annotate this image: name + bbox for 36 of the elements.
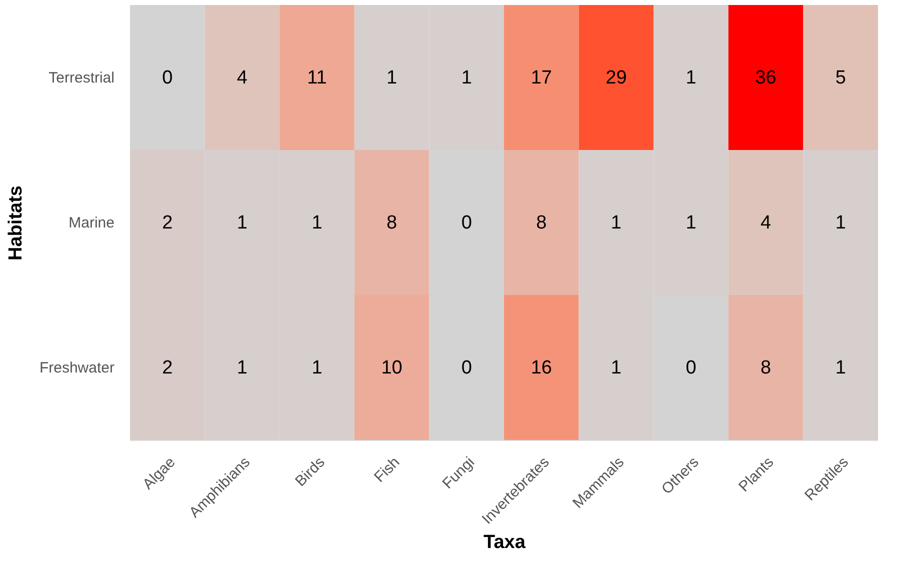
- data-label: 1: [312, 358, 322, 378]
- data-label: 1: [835, 358, 846, 378]
- data-label: 0: [461, 212, 472, 234]
- data-label: 1: [610, 212, 622, 234]
- data-label: 1: [236, 358, 248, 378]
- data-label: 1: [686, 212, 696, 234]
- x-axis-title: Taxa: [484, 532, 526, 554]
- data-label: 8: [386, 212, 398, 234]
- data-label: 11: [307, 68, 327, 88]
- data-label: 1: [461, 68, 472, 88]
- data-label: 4: [236, 68, 248, 88]
- data-label: 16: [530, 358, 552, 378]
- data-label: 1: [312, 212, 322, 234]
- data-label: 5: [835, 68, 846, 88]
- data-label: 1: [386, 68, 398, 88]
- data-label: 8: [760, 358, 772, 378]
- y-tick-label: Marine: [68, 214, 114, 232]
- y-tick-label: Freshwater: [39, 360, 114, 376]
- data-label: 8: [536, 212, 547, 234]
- data-label: 1: [686, 68, 696, 88]
- y-tick-label: Terrestrial: [48, 70, 114, 86]
- data-label: 1: [236, 212, 248, 234]
- x-tick-label: Fish: [371, 454, 404, 486]
- data-label: 36: [755, 68, 776, 88]
- data-label: 0: [162, 68, 173, 88]
- y-axis-title: Habitats: [5, 186, 26, 260]
- data-label: 2: [162, 358, 173, 378]
- data-label: 4: [760, 212, 772, 234]
- data-label: 10: [381, 358, 402, 378]
- data-label: 1: [610, 358, 622, 378]
- data-label: 17: [530, 68, 552, 88]
- data-label: 29: [606, 68, 627, 88]
- data-label: 1: [835, 212, 846, 234]
- data-label: 2: [162, 212, 173, 234]
- data-label: 0: [686, 358, 696, 378]
- data-label: 0: [461, 358, 472, 378]
